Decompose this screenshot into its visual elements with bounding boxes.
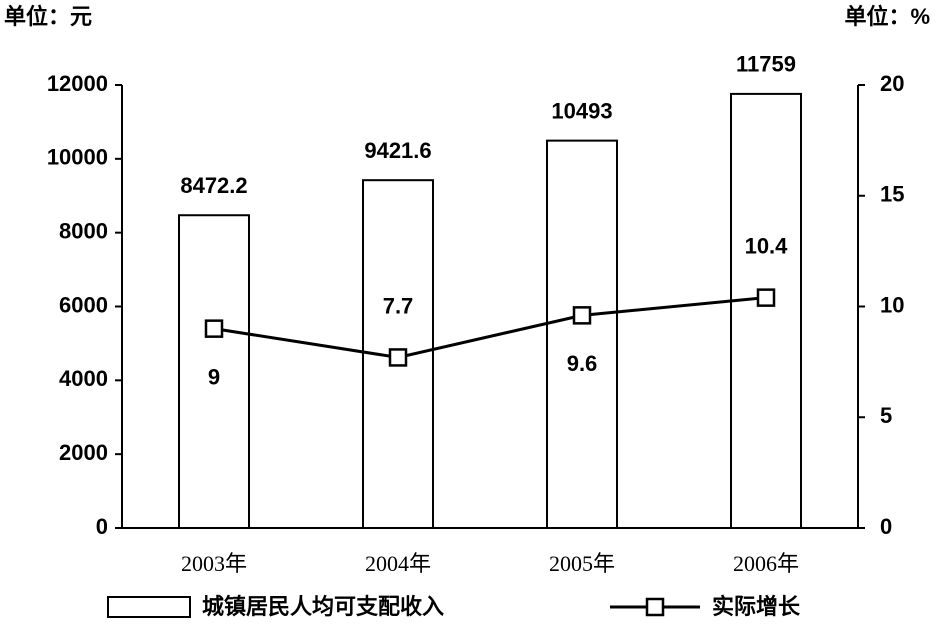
y2-unit-label: 单位：% bbox=[844, 4, 930, 29]
y2-tick-label: 20 bbox=[880, 71, 904, 96]
line-marker bbox=[388, 348, 408, 367]
legend-swatch bbox=[107, 596, 191, 618]
x-tick-label: 2006年 bbox=[733, 551, 799, 576]
y2-tick-label: 5 bbox=[880, 403, 892, 428]
y2-tick-label: 0 bbox=[880, 514, 892, 539]
x-tick-label: 2003年 bbox=[181, 551, 247, 576]
bar-value-label: 10493 bbox=[551, 98, 612, 123]
x-tick-label: 2005年 bbox=[549, 551, 615, 576]
legend-label: 实际增长 bbox=[712, 594, 801, 619]
y-unit-label: 单位：元 bbox=[4, 4, 92, 29]
line-value-label: 9.6 bbox=[567, 351, 598, 376]
y-tick-label: 8000 bbox=[59, 218, 108, 243]
line-marker bbox=[572, 306, 592, 325]
y-tick-label: 4000 bbox=[59, 366, 108, 391]
bar bbox=[546, 139, 618, 529]
y-tick-label: 0 bbox=[96, 514, 108, 539]
bar bbox=[730, 92, 802, 530]
bar bbox=[178, 214, 250, 529]
y-tick-label: 10000 bbox=[47, 145, 108, 170]
x-tick-label: 2004年 bbox=[365, 551, 431, 576]
line-value-label: 7.7 bbox=[383, 293, 414, 318]
y-tick-label: 12000 bbox=[47, 71, 108, 96]
y2-tick-label: 15 bbox=[880, 182, 904, 207]
bar-value-label: 8472.2 bbox=[180, 173, 247, 198]
line-value-label: 9 bbox=[208, 364, 220, 389]
y-tick-label: 6000 bbox=[59, 292, 108, 317]
line bbox=[213, 296, 767, 359]
y-tick-label: 2000 bbox=[59, 440, 108, 465]
line-value-label: 10.4 bbox=[745, 233, 789, 258]
bar-value-label: 9421.6 bbox=[364, 138, 431, 163]
legend-label: 城镇居民人均可支配收入 bbox=[202, 594, 444, 619]
line-marker bbox=[756, 288, 776, 307]
legend-swatch-marker bbox=[645, 597, 665, 617]
y2-tick-label: 10 bbox=[880, 292, 904, 317]
line-marker bbox=[204, 319, 224, 338]
bar-value-label: 11759 bbox=[736, 52, 796, 77]
